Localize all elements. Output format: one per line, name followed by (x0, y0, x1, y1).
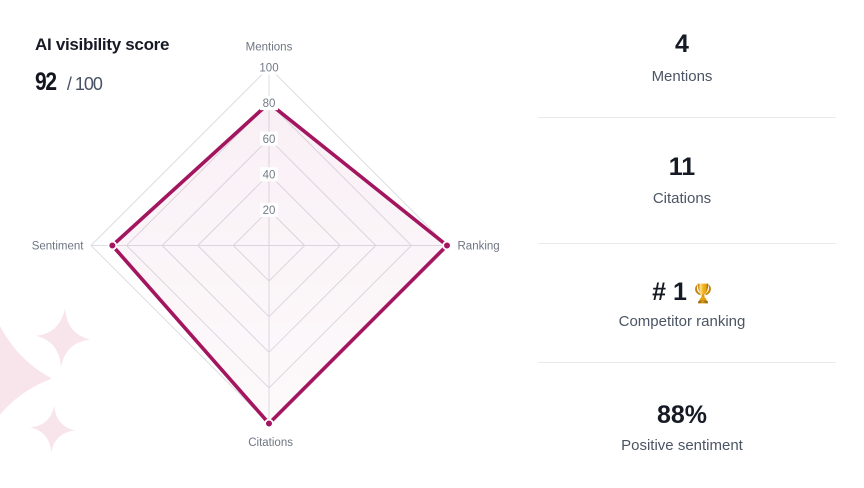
svg-text:60: 60 (263, 134, 276, 146)
svg-text:Ranking: Ranking (458, 240, 500, 252)
svg-text:40: 40 (263, 169, 276, 181)
svg-text:Citations: Citations (248, 437, 293, 449)
svg-text:Mentions: Mentions (246, 41, 293, 53)
svg-text:100: 100 (259, 63, 278, 75)
svg-text:80: 80 (263, 98, 276, 110)
svg-text:20: 20 (263, 205, 276, 217)
svg-text:Sentiment: Sentiment (32, 240, 85, 252)
